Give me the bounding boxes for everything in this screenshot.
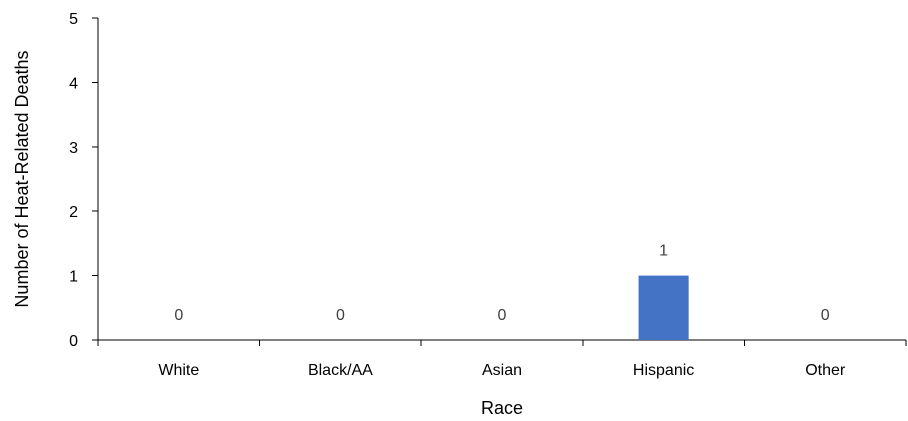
y-tick-label: 4 — [69, 75, 78, 92]
y-tick-label: 1 — [69, 269, 78, 286]
x-tick-label: Hispanic — [633, 362, 694, 379]
x-tick-label: Other — [805, 362, 846, 379]
x-axis: White Black/AA Asian Hispanic Other — [97, 339, 907, 379]
data-label: 0 — [336, 307, 345, 324]
y-tick-label: 3 — [69, 140, 78, 157]
data-label: 1 — [659, 243, 668, 260]
x-tick-label: White — [158, 362, 199, 379]
data-label: 0 — [174, 307, 183, 324]
y-tick-label: 0 — [69, 333, 78, 350]
bars — [638, 275, 689, 340]
x-tick-label: Asian — [482, 362, 522, 379]
y-tick-label: 5 — [69, 11, 78, 28]
x-tick-label: Black/AA — [308, 362, 373, 379]
bar — [638, 275, 689, 340]
data-label: 0 — [821, 307, 830, 324]
data-labels: 0 0 0 1 0 — [174, 243, 829, 324]
data-label: 0 — [498, 307, 507, 324]
y-axis-title: Number of Heat-Related Deaths — [12, 50, 32, 307]
y-tick-label: 2 — [69, 204, 78, 221]
y-axis: 0 1 2 3 4 5 — [69, 11, 99, 350]
x-axis-title: Race — [481, 398, 523, 418]
